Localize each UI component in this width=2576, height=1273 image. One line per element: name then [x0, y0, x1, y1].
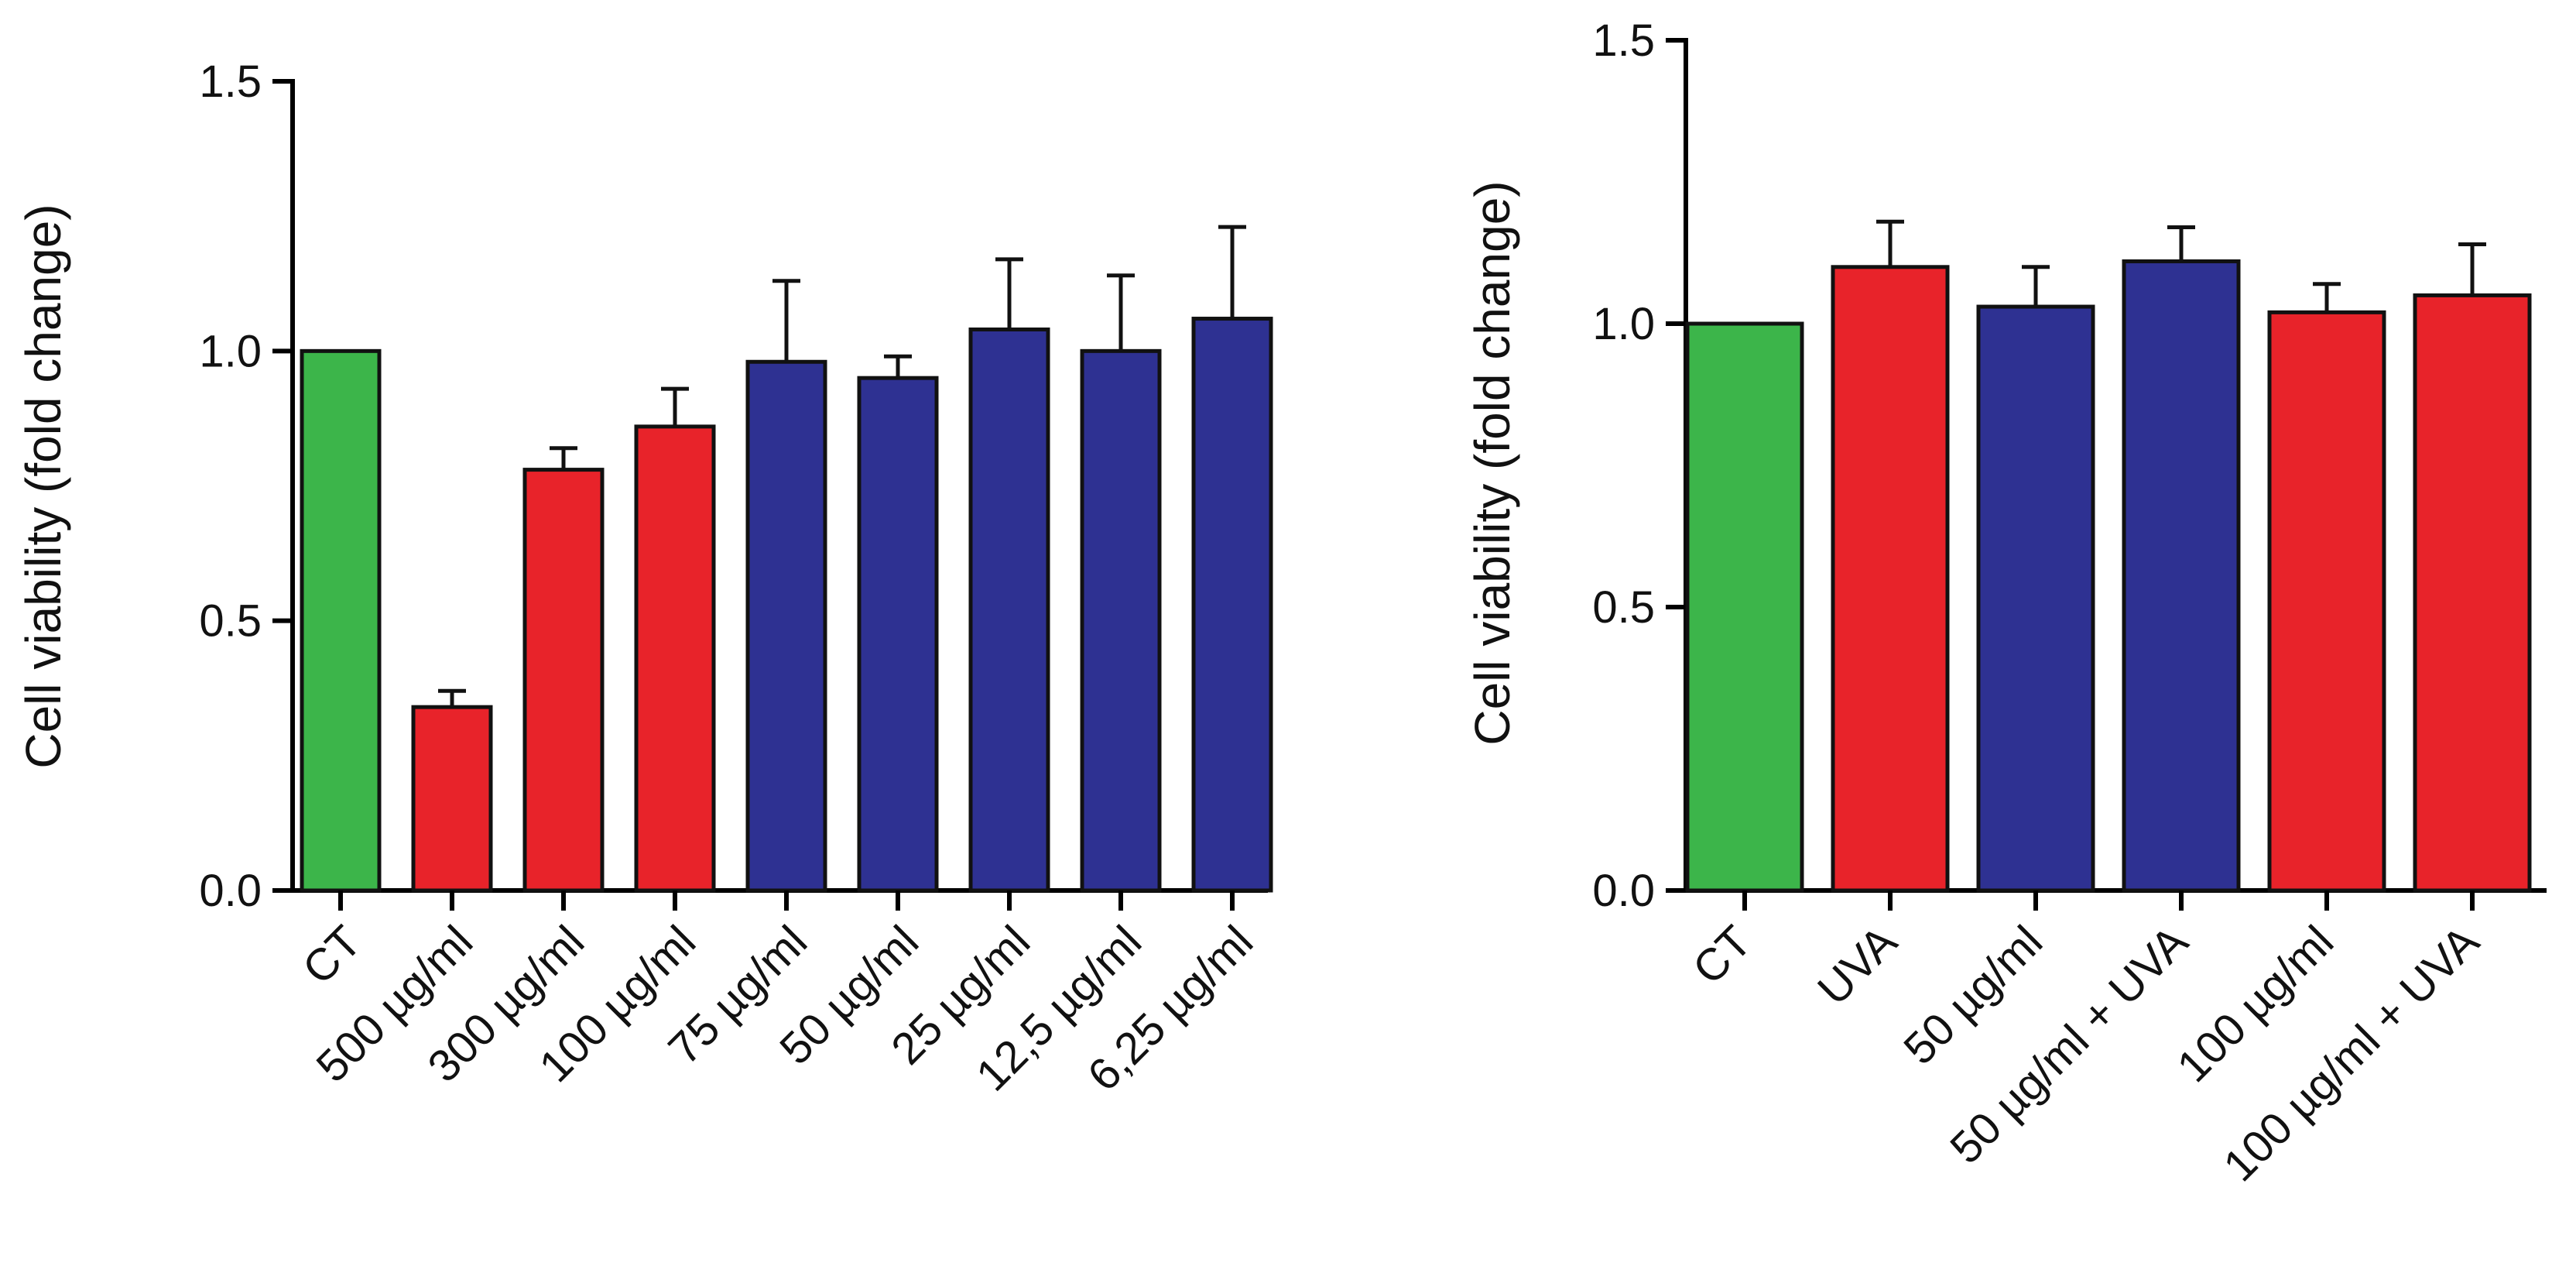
- error-bar: [438, 688, 466, 708]
- y-tick-label: 0.5: [1592, 582, 1655, 633]
- bar: [857, 376, 939, 893]
- bar: [300, 348, 382, 893]
- x-tick-label: UVA: [1808, 916, 1906, 1014]
- bar: [1976, 304, 2095, 893]
- error-bar: [772, 279, 800, 362]
- bar: [2267, 310, 2386, 893]
- x-tick-label: CT: [293, 916, 372, 994]
- bar: [634, 424, 716, 893]
- bar: [2122, 259, 2241, 893]
- bar: [1685, 321, 1804, 893]
- error-bar: [2458, 242, 2486, 296]
- chart-panel-2: Cell viability (fold change) 0.0 0.5 1.0 1.5…: [1464, 15, 2547, 1191]
- y-axis-title: Cell viability (fold change): [1464, 180, 1520, 745]
- bar: [522, 468, 605, 893]
- error-bar: [2022, 265, 2050, 307]
- y-tick-label: 0.0: [199, 866, 262, 916]
- bar: [1080, 348, 1162, 893]
- y-tick-label: 0.5: [199, 596, 262, 647]
- error-bar: [1876, 219, 1904, 267]
- y-tick-label: 0.0: [1592, 866, 1655, 916]
- chart-panel-1: Cell viability (fold change) 0.0 0.5 1.0 1.5…: [15, 57, 1273, 1101]
- error-bar: [1107, 273, 1135, 352]
- y-tick-label: 1.0: [199, 326, 262, 376]
- bar: [2413, 293, 2532, 893]
- error-bar: [550, 446, 577, 470]
- error-bar: [1218, 225, 1246, 319]
- error-bar: [884, 354, 912, 379]
- error-bar: [2313, 282, 2341, 313]
- bar: [1831, 265, 1950, 893]
- error-bar: [661, 386, 689, 427]
- error-bar: [2167, 225, 2195, 262]
- bar: [745, 359, 827, 893]
- bar: [968, 327, 1050, 893]
- bar: [1191, 317, 1273, 893]
- y-tick-label: 1.0: [1592, 299, 1655, 349]
- error-bar: [995, 257, 1023, 330]
- y-tick-label: 1.5: [1592, 15, 1655, 66]
- x-tick-label: 100 µg/ml + UVA: [2214, 916, 2489, 1191]
- x-tick-label: CT: [1684, 916, 1762, 994]
- y-tick-label: 1.5: [199, 57, 262, 107]
- bar: [411, 705, 493, 893]
- y-axis-title: Cell viability (fold change): [15, 204, 71, 768]
